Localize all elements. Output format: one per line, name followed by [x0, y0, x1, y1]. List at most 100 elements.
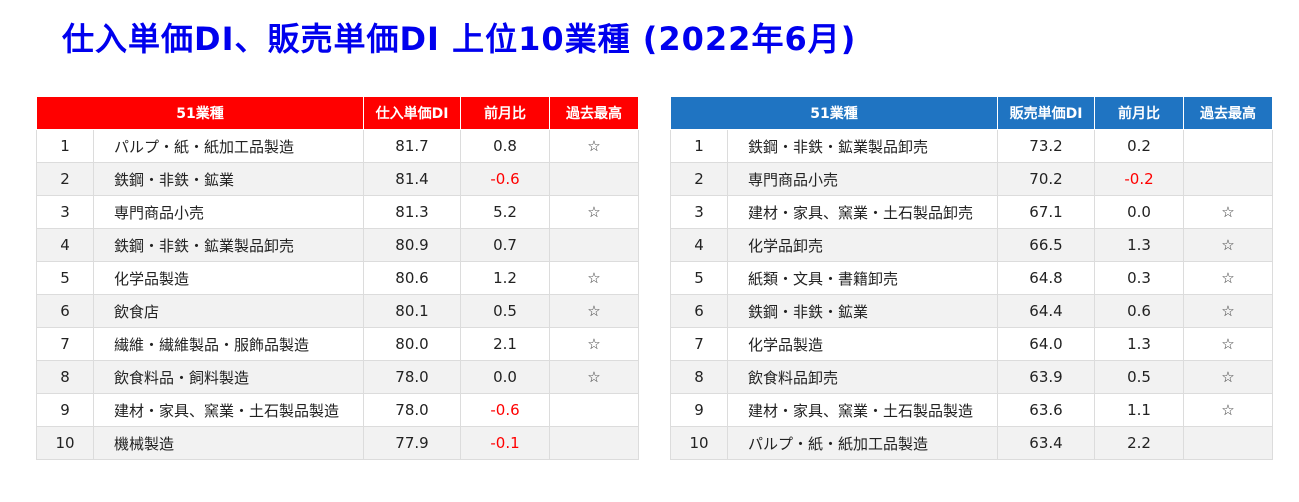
di-cell: 63.6 [997, 393, 1095, 427]
change-cell: 1.2 [460, 261, 550, 295]
purchase-col-change-header: 前月比 [460, 96, 550, 130]
sales-col-di-header: 販売単価DI [997, 96, 1095, 130]
table-row: 5 化学品製造 80.6 1.2 ☆ [36, 261, 639, 295]
industry-cell: 建材・家具、窯業・土石製品製造 [93, 393, 364, 427]
change-cell: 0.5 [1094, 360, 1184, 394]
sales-col-record-header: 過去最高 [1183, 96, 1273, 130]
rank-cell: 9 [36, 393, 94, 427]
di-cell: 80.6 [363, 261, 461, 295]
record-star-icon: ☆ [1183, 195, 1273, 229]
record-star-icon [1183, 426, 1273, 460]
record-star-icon: ☆ [549, 327, 639, 361]
industry-cell: 飲食料品・飼料製造 [93, 360, 364, 394]
table-row: 5 紙類・文具・書籍卸売 64.8 0.3 ☆ [670, 261, 1273, 295]
table-row: 4 鉄鋼・非鉄・鉱業製品卸売 80.9 0.7 [36, 228, 639, 262]
rank-cell: 9 [670, 393, 728, 427]
record-star-icon [1183, 162, 1273, 196]
change-cell: 0.8 [460, 129, 550, 163]
di-cell: 67.1 [997, 195, 1095, 229]
change-cell: 0.5 [460, 294, 550, 328]
change-cell: 0.0 [1094, 195, 1184, 229]
purchase-col-industry-header: 51業種 [36, 96, 364, 130]
record-star-icon: ☆ [1183, 228, 1273, 262]
industry-cell: 飲食料品卸売 [727, 360, 998, 394]
change-cell: -0.6 [460, 393, 550, 427]
record-star-icon [1183, 129, 1273, 163]
di-cell: 81.7 [363, 129, 461, 163]
di-cell: 64.4 [997, 294, 1095, 328]
table-row: 1 パルプ・紙・紙加工品製造 81.7 0.8 ☆ [36, 129, 639, 163]
di-cell: 81.4 [363, 162, 461, 196]
di-cell: 66.5 [997, 228, 1095, 262]
record-star-icon: ☆ [549, 261, 639, 295]
industry-cell: 化学品卸売 [727, 228, 998, 262]
change-cell: 2.1 [460, 327, 550, 361]
record-star-icon [549, 393, 639, 427]
sales-price-di-table: 51業種 販売単価DI 前月比 過去最高 1 鉄鋼・非鉄・鉱業製品卸売 73.2… [670, 96, 1273, 460]
rank-cell: 3 [36, 195, 94, 229]
industry-cell: 飲食店 [93, 294, 364, 328]
table-row: 1 鉄鋼・非鉄・鉱業製品卸売 73.2 0.2 [670, 129, 1273, 163]
di-cell: 64.0 [997, 327, 1095, 361]
rank-cell: 6 [670, 294, 728, 328]
rank-cell: 7 [36, 327, 94, 361]
rank-cell: 5 [36, 261, 94, 295]
rank-cell: 1 [36, 129, 94, 163]
change-cell: -0.6 [460, 162, 550, 196]
rank-cell: 2 [670, 162, 728, 196]
di-cell: 78.0 [363, 393, 461, 427]
industry-cell: 専門商品小売 [93, 195, 364, 229]
record-star-icon: ☆ [549, 360, 639, 394]
table-row: 6 飲食店 80.1 0.5 ☆ [36, 294, 639, 328]
rank-cell: 7 [670, 327, 728, 361]
industry-cell: パルプ・紙・紙加工品製造 [727, 426, 998, 460]
table-row: 8 飲食料品卸売 63.9 0.5 ☆ [670, 360, 1273, 394]
rank-cell: 2 [36, 162, 94, 196]
table-row: 2 専門商品小売 70.2 -0.2 [670, 162, 1273, 196]
di-cell: 80.1 [363, 294, 461, 328]
table-row: 7 化学品製造 64.0 1.3 ☆ [670, 327, 1273, 361]
record-star-icon [549, 228, 639, 262]
change-cell: 0.6 [1094, 294, 1184, 328]
record-star-icon: ☆ [549, 294, 639, 328]
industry-cell: 紙類・文具・書籍卸売 [727, 261, 998, 295]
industry-cell: 鉄鋼・非鉄・鉱業製品卸売 [727, 129, 998, 163]
change-cell: 5.2 [460, 195, 550, 229]
sales-table-header-row: 51業種 販売単価DI 前月比 過去最高 [670, 96, 1273, 130]
table-row: 3 建材・家具、窯業・土石製品卸売 67.1 0.0 ☆ [670, 195, 1273, 229]
table-row: 2 鉄鋼・非鉄・鉱業 81.4 -0.6 [36, 162, 639, 196]
industry-cell: 化学品製造 [727, 327, 998, 361]
table-row: 10 パルプ・紙・紙加工品製造 63.4 2.2 [670, 426, 1273, 460]
di-cell: 80.9 [363, 228, 461, 262]
rank-cell: 3 [670, 195, 728, 229]
sales-col-change-header: 前月比 [1094, 96, 1184, 130]
record-star-icon: ☆ [1183, 261, 1273, 295]
industry-cell: パルプ・紙・紙加工品製造 [93, 129, 364, 163]
change-cell: 0.3 [1094, 261, 1184, 295]
table-row: 3 専門商品小売 81.3 5.2 ☆ [36, 195, 639, 229]
change-cell: 1.3 [1094, 228, 1184, 262]
change-cell: 0.2 [1094, 129, 1184, 163]
di-cell: 63.9 [997, 360, 1095, 394]
industry-cell: 繊維・繊維製品・服飾品製造 [93, 327, 364, 361]
di-cell: 73.2 [997, 129, 1095, 163]
rank-cell: 10 [36, 426, 94, 460]
industry-cell: 鉄鋼・非鉄・鉱業 [727, 294, 998, 328]
industry-cell: 化学品製造 [93, 261, 364, 295]
di-cell: 78.0 [363, 360, 461, 394]
change-cell: 0.0 [460, 360, 550, 394]
industry-cell: 建材・家具、窯業・土石製品卸売 [727, 195, 998, 229]
industry-cell: 機械製造 [93, 426, 364, 460]
table-row: 8 飲食料品・飼料製造 78.0 0.0 ☆ [36, 360, 639, 394]
record-star-icon: ☆ [1183, 360, 1273, 394]
change-cell: -0.1 [460, 426, 550, 460]
purchase-price-di-table: 51業種 仕入単価DI 前月比 過去最高 1 パルプ・紙・紙加工品製造 81.7… [36, 96, 639, 460]
record-star-icon: ☆ [1183, 393, 1273, 427]
table-row: 4 化学品卸売 66.5 1.3 ☆ [670, 228, 1273, 262]
di-cell: 77.9 [363, 426, 461, 460]
di-cell: 81.3 [363, 195, 461, 229]
purchase-col-di-header: 仕入単価DI [363, 96, 461, 130]
table-row: 9 建材・家具、窯業・土石製品製造 63.6 1.1 ☆ [670, 393, 1273, 427]
change-cell: -0.2 [1094, 162, 1184, 196]
record-star-icon: ☆ [549, 129, 639, 163]
